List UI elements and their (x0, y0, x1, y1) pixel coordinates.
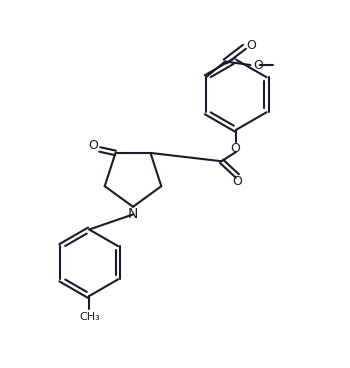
Text: CH₃: CH₃ (79, 312, 100, 322)
Text: O: O (253, 59, 263, 71)
Text: O: O (231, 142, 240, 155)
Text: N: N (128, 208, 138, 222)
Text: O: O (246, 39, 256, 52)
Text: O: O (232, 175, 242, 188)
Text: O: O (89, 139, 98, 152)
